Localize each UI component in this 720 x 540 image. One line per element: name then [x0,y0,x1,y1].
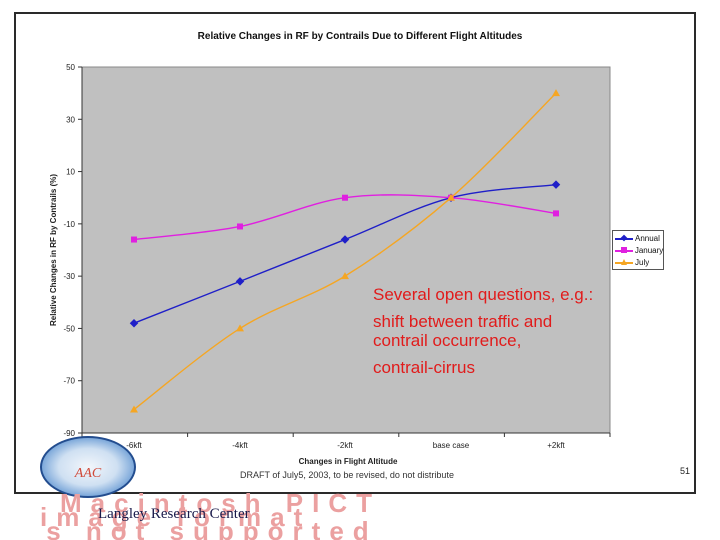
y-tick-label: 50 [66,63,75,72]
y-axis-label: Relative Changes in RF by Contrails (%) [49,174,58,326]
legend: Annual January July [612,230,664,270]
y-tick-label: -90 [63,429,75,438]
pict-watermark: Macintosh PICT image format is not suppo… [40,492,720,540]
annotation-line-2: shift between traffic and contrail occur… [373,312,553,350]
legend-swatch-january [615,246,633,254]
y-axis: 50 30 10 -10 -30 -50 -70 -90 [63,63,83,438]
x-tick-label: base case [433,441,470,450]
x-axis-label: Changes in Flight Altitude [299,457,398,466]
watermark-line-3: is not supported [40,516,378,540]
aac-logo: AAC [40,436,136,498]
y-tick-label: -70 [63,377,75,386]
legend-swatch-july [615,258,633,266]
legend-item-july: July [613,256,663,268]
legend-item-january: January [613,244,663,256]
legend-label-july: July [635,257,650,267]
data-point-annual [235,277,245,286]
x-tick-label: +2kft [547,441,565,450]
data-point-annual [129,318,139,328]
org-name: Langley Research Center [98,506,250,522]
x-axis: -6kft -4kft -2kft base case +2kft [81,432,611,450]
data-point-july [447,193,455,201]
annotation-line-3: contrail-cirrus [373,358,476,377]
watermark-line-2: image format [40,502,312,532]
watermark-line-1: Macintosh PICT [60,492,382,518]
data-point-july [552,89,560,97]
data-point-july [341,272,349,280]
data-point-july [236,324,244,332]
chart-title: Relative Changes in RF by Contrails Due … [197,31,523,42]
x-tick-label: -2kft [337,441,353,450]
y-tick-label: -30 [63,272,75,281]
legend-swatch-annual [615,234,633,242]
data-point-july [130,405,138,413]
legend-label-january: January [634,245,663,255]
data-point-january [131,236,137,243]
data-point-january [342,194,348,201]
logo-text: AAC [74,466,102,481]
y-tick-label: 30 [66,115,75,124]
y-tick-label: 10 [66,168,75,177]
x-tick-label: -6kft [126,441,142,450]
data-point-january [553,210,559,217]
draft-footer-note: DRAFT of July5, 2003, to be revised, do … [240,470,454,480]
legend-label-annual: Annual [635,233,660,243]
data-point-annual [340,235,350,244]
annotation-line-1: Several open questions, e.g.: [373,285,594,304]
y-tick-label: -50 [63,324,75,333]
slide-number: 51 [680,466,691,476]
x-tick-label: -4kft [232,441,248,450]
legend-item-annual: Annual [613,232,663,244]
annotation-text: Several open questions, e.g.: shift betw… [373,285,598,385]
y-tick-label: -10 [63,220,75,229]
data-point-january [237,223,243,230]
